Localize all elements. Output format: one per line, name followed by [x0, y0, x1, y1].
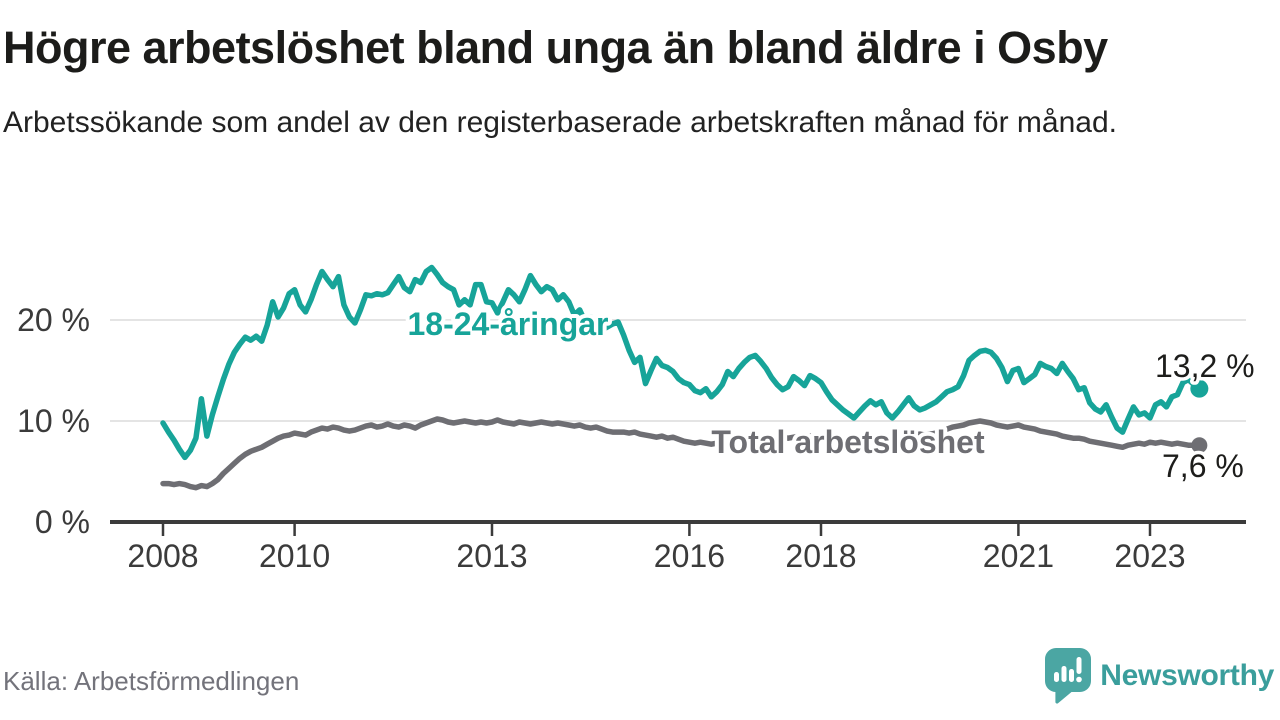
x-axis-tick-label: 2016 [654, 538, 725, 574]
x-axis-tick-label: 2013 [456, 538, 527, 574]
source-note: Källa: Arbetsförmedlingen [3, 666, 300, 696]
y-axis-tick-label: 10 % [17, 403, 90, 439]
young-series-end-dot [1190, 379, 1209, 398]
x-axis-tick-label: 2008 [127, 538, 198, 574]
newsworthy-brand: Newsworthy [1045, 648, 1274, 704]
y-axis-tick-label: 0 % [35, 504, 90, 540]
young-series-line [160, 264, 1203, 461]
young-series-label: 18-24-åringar [408, 306, 609, 342]
x-axis-tick-label: 2021 [983, 538, 1054, 574]
total-series-end-dot [1191, 437, 1208, 454]
young-end-value-label: 13,2 % [1155, 348, 1255, 384]
total-series-line [160, 416, 1203, 491]
x-axis-tick-label: 2010 [259, 538, 330, 574]
x-axis-tick-label: 2018 [785, 538, 856, 574]
total-end-value-label: 7,6 % [1162, 448, 1244, 484]
chart-subtitle: Arbetssökande som andel av den registerb… [3, 106, 1117, 139]
newsworthy-logo-icon [1045, 648, 1092, 704]
total-series-label: Total arbetslöshet [711, 424, 985, 460]
newsworthy-wordmark: Newsworthy [1100, 659, 1274, 692]
page-title: Högre arbetslöshet bland unga än bland ä… [3, 22, 1108, 73]
x-axis-tick-label: 2023 [1114, 538, 1185, 574]
y-axis-tick-label: 20 % [17, 302, 90, 338]
